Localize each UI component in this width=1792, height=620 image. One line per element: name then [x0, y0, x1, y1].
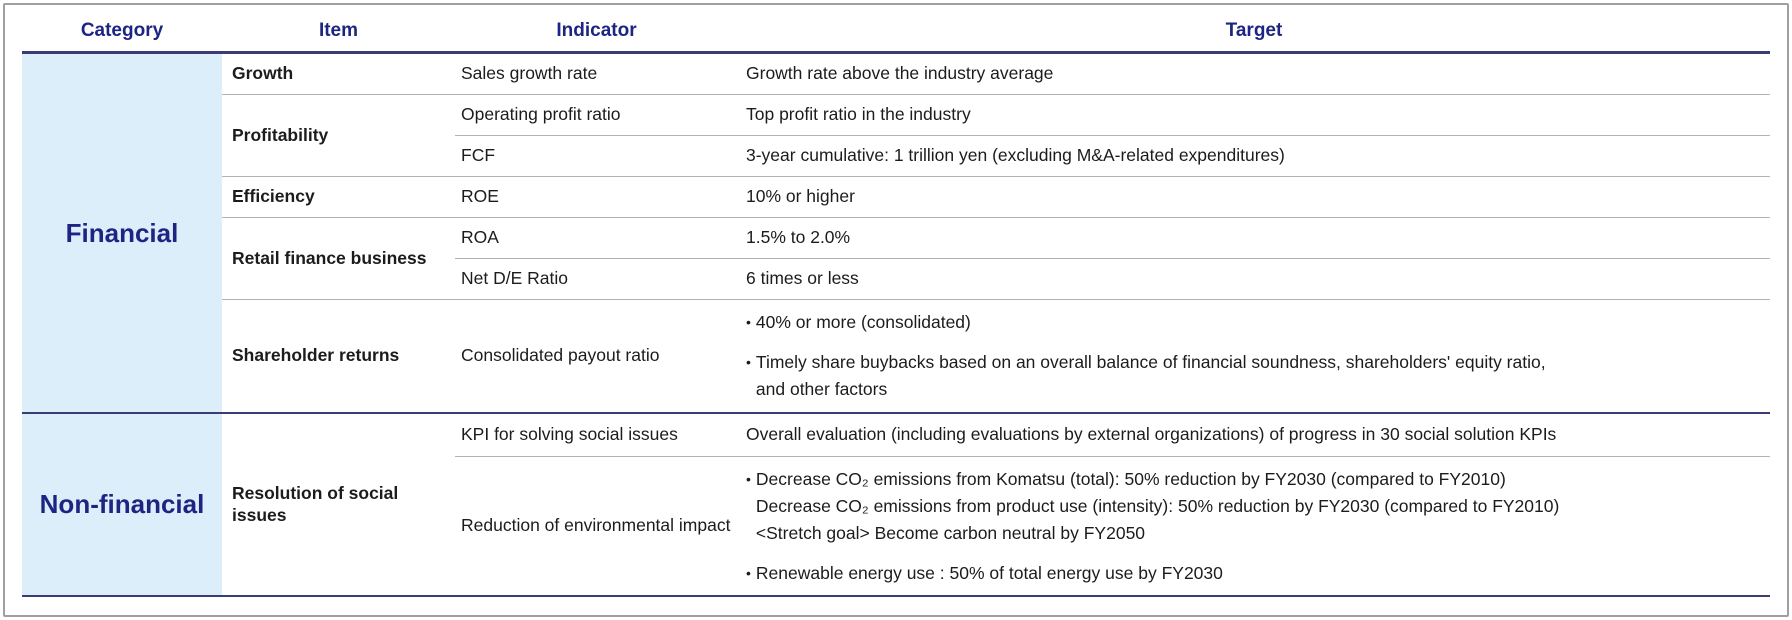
target-bullet-co2: • Decrease CO₂ emissions from Komatsu (t… [746, 466, 1559, 547]
column-header-indicator: Indicator [455, 10, 738, 54]
indicator-cell-operating-profit-ratio: Operating profit ratio [455, 95, 738, 136]
item-cell-retail-finance-business: Retail finance business [222, 218, 455, 300]
category-cell-non-financial: Non-financial [22, 414, 222, 597]
target-line: Decrease CO₂ emissions from product use … [755, 495, 1560, 516]
target-cell-roa: 1.5% to 2.0% [738, 218, 1770, 259]
category-cell-financial: Financial [22, 54, 222, 414]
item-cell-efficiency: Efficiency [222, 177, 455, 218]
column-header-target: Target [738, 10, 1770, 54]
item-cell-resolution-of-social-issues: Resolution of social issues [222, 414, 455, 597]
target-cell-sales-growth-rate: Growth rate above the industry average [738, 54, 1770, 95]
indicator-cell-net-de-ratio: Net D/E Ratio [455, 259, 738, 300]
target-cell-net-de-ratio: 6 times or less [738, 259, 1770, 300]
target-line: Renewable energy use : 50% of total ener… [755, 562, 1223, 583]
indicator-cell-sales-growth-rate: Sales growth rate [455, 54, 738, 95]
target-cell-roe: 10% or higher [738, 177, 1770, 218]
item-cell-growth: Growth [222, 54, 455, 95]
column-header-category: Category [22, 10, 222, 54]
indicator-cell-kpi-social-issues: KPI for solving social issues [455, 414, 738, 457]
indicator-cell-roe: ROE [455, 177, 738, 218]
target-cell-kpi-social-issues: Overall evaluation (including evaluation… [738, 414, 1770, 457]
column-header-item: Item [222, 10, 455, 54]
outer-frame [3, 3, 1789, 617]
item-cell-profitability: Profitability [222, 95, 455, 177]
bullet-icon: • [746, 314, 751, 330]
target-bullet-payout: • 40% or more (consolidated) [746, 309, 971, 336]
bullet-icon: • [746, 564, 751, 581]
target-bullet-buybacks: • Timely share buybacks based on an over… [746, 349, 1546, 403]
target-cell-consolidated-payout-ratio: • 40% or more (consolidated) • Timely sh… [738, 300, 1770, 414]
target-cell-operating-profit-ratio: Top profit ratio in the industry [738, 95, 1770, 136]
target-line: and other factors [755, 379, 888, 399]
indicator-cell-fcf: FCF [455, 136, 738, 177]
category-label-non-financial: Non-financial [39, 489, 205, 520]
indicator-cell-environmental-impact: Reduction of environmental impact [455, 457, 738, 597]
target-cell-environmental-impact: • Decrease CO₂ emissions from Komatsu (t… [738, 457, 1770, 597]
category-label-financial: Financial [65, 217, 179, 248]
target-cell-fcf: 3-year cumulative: 1 trillion yen (exclu… [738, 136, 1770, 177]
target-line: 40% or more (consolidated) [755, 312, 971, 332]
target-line: Timely share buybacks based on an overal… [755, 352, 1546, 372]
target-line: <Stretch goal> Become carbon neutral by … [755, 522, 1146, 543]
kpi-target-table: Category Item Indicator Target Financial… [22, 10, 1770, 597]
bullet-icon: • [746, 354, 751, 370]
indicator-cell-roa: ROA [455, 218, 738, 259]
target-line: Decrease CO₂ emissions from Komatsu (tot… [755, 468, 1506, 489]
target-bullet-renewable-energy: • Renewable energy use : 50% of total en… [746, 560, 1223, 587]
indicator-cell-consolidated-payout-ratio: Consolidated payout ratio [455, 300, 738, 414]
bullet-icon: • [746, 470, 751, 487]
item-cell-shareholder-returns: Shareholder returns [222, 300, 455, 414]
